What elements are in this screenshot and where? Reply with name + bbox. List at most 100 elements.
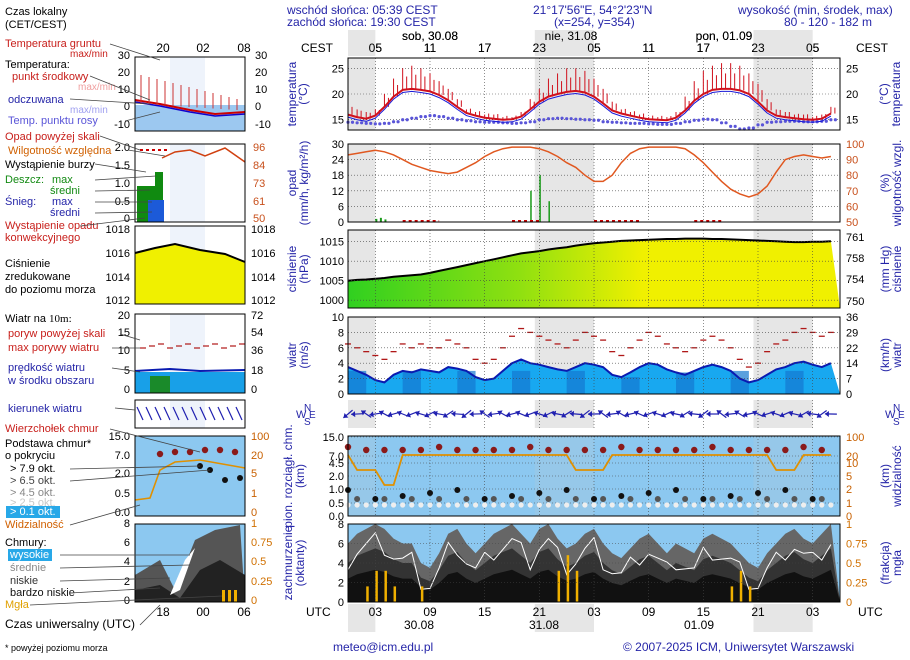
cloud-base-mark bbox=[573, 502, 579, 508]
fog-bar bbox=[575, 570, 579, 602]
fog-bar bbox=[366, 586, 369, 602]
precip-axis-unit: (mm/h, kg/m²/h) bbox=[297, 141, 311, 226]
cloud-top-mark bbox=[672, 446, 680, 454]
dew-point-mark bbox=[391, 120, 396, 124]
compass-e-right: E bbox=[898, 410, 905, 421]
dew-point-mark bbox=[546, 117, 551, 121]
cloud-base-mark bbox=[664, 502, 670, 508]
cloud-base-mark bbox=[582, 502, 588, 508]
wind-arrow-head bbox=[624, 411, 630, 418]
dew-point-mark bbox=[455, 118, 459, 122]
wind-arrow-head bbox=[569, 410, 575, 417]
cloud-top-mark bbox=[599, 446, 607, 454]
cloud-base-mark bbox=[527, 502, 533, 508]
dew-point-mark bbox=[355, 121, 359, 125]
wind-arrow-head bbox=[379, 410, 385, 416]
legend-snow-max: max bbox=[52, 196, 73, 208]
cest-hour-tick: 11 bbox=[424, 41, 437, 55]
cloud-base-mark bbox=[591, 502, 597, 508]
legend-snow-bar bbox=[148, 200, 164, 222]
legend-dir-arrow bbox=[136, 406, 144, 421]
wind-arrow-head bbox=[652, 410, 657, 417]
dew-point-mark bbox=[442, 115, 446, 119]
cest-hour: 23 bbox=[533, 41, 547, 55]
dew-point-mark bbox=[660, 122, 664, 126]
wind-kmh-tick: 0 bbox=[846, 389, 852, 401]
utc-hour: 09 bbox=[423, 605, 437, 619]
cloud-base-mark bbox=[791, 496, 798, 502]
dew-point-mark bbox=[628, 121, 633, 125]
dew-point-mark bbox=[615, 120, 619, 124]
cloud-base-mark bbox=[709, 502, 716, 508]
pressure-tick-left: 1000 bbox=[320, 295, 344, 307]
fog-bar bbox=[384, 570, 387, 602]
dew-point-mark bbox=[683, 120, 687, 124]
dew-point-mark bbox=[464, 119, 469, 123]
wind-block bbox=[785, 370, 804, 394]
legend-temp-tick-right: 20 bbox=[255, 67, 267, 79]
legend-temp-ground-sub: max/min bbox=[70, 49, 108, 60]
dew-point-mark bbox=[387, 121, 391, 125]
dew-point-mark bbox=[405, 118, 409, 122]
cloud-base-mark bbox=[409, 502, 415, 508]
footer-email[interactable]: meteo@icm.edu.pl bbox=[333, 640, 434, 654]
cloud-base-mark bbox=[536, 502, 542, 508]
temp-tick-right: 20 bbox=[846, 89, 858, 101]
compass-w-right: W bbox=[885, 409, 896, 421]
legend-cloud-base2: o pokryciu bbox=[5, 450, 56, 462]
legend-panel-frame bbox=[134, 225, 246, 305]
dew-point-mark bbox=[373, 122, 377, 126]
dew-point-mark bbox=[437, 115, 441, 119]
legend-humidity-tick: 96 bbox=[253, 142, 265, 154]
cloud-top-mark bbox=[508, 446, 516, 454]
wind-arrow-head bbox=[743, 411, 748, 418]
wind-arrow-head bbox=[524, 411, 530, 418]
dew-point-mark bbox=[665, 122, 669, 126]
dew-point-mark bbox=[706, 117, 710, 121]
wind-arrow-head bbox=[706, 411, 711, 417]
dew-point-mark bbox=[578, 117, 582, 121]
legend-temp-tick-right: -10 bbox=[255, 119, 271, 131]
pressure-line bbox=[347, 237, 831, 282]
cloud-base-mark bbox=[564, 502, 570, 508]
cloud-base-mark bbox=[700, 496, 707, 502]
wind-arrow bbox=[461, 409, 472, 419]
cloud-base-mark bbox=[408, 496, 415, 502]
night-band-header bbox=[348, 30, 376, 56]
legend-humidity-tick: 73 bbox=[253, 178, 265, 190]
wind-arrow-head bbox=[598, 410, 604, 416]
legend-dir-arrow bbox=[208, 406, 216, 421]
wind-arrow bbox=[824, 410, 837, 417]
legend-wind-tick: 5 bbox=[124, 365, 130, 377]
cloud-base-mark bbox=[463, 496, 470, 502]
dew-point-mark bbox=[542, 118, 546, 122]
dew-point-mark bbox=[688, 120, 692, 124]
dew-point-mark bbox=[765, 120, 769, 124]
wind-block bbox=[512, 370, 531, 394]
wind-arrow bbox=[688, 410, 701, 417]
wind-arrow bbox=[679, 410, 691, 418]
legend-rain-max: max bbox=[52, 174, 73, 186]
legend-wind-height: 10m: bbox=[49, 313, 72, 325]
pressure-tick-left: 1010 bbox=[320, 256, 344, 268]
legend-fog-bar bbox=[234, 590, 237, 602]
dew-point-mark bbox=[364, 121, 368, 125]
legend-dir-arrow bbox=[235, 406, 243, 421]
legend-pressure-tick: 1016 bbox=[106, 248, 130, 260]
cloud-base-mark bbox=[782, 502, 788, 508]
wind-arrow-head bbox=[543, 412, 548, 418]
cloud-base-mark bbox=[491, 502, 497, 508]
wind-arrow bbox=[806, 410, 819, 417]
legend-pressure-tick: 1012 bbox=[106, 295, 130, 307]
cloud-base-mark bbox=[709, 496, 716, 502]
legend-visibility-tick: 0 bbox=[251, 507, 257, 519]
pressure-axis-title-right: ciśnienie bbox=[890, 245, 904, 292]
cloud-top-mark bbox=[654, 446, 661, 454]
wind-arrow bbox=[724, 411, 737, 418]
temp-axis-title: temperatura bbox=[285, 61, 299, 126]
dew-point-mark bbox=[551, 117, 555, 121]
fog-bar bbox=[748, 586, 752, 602]
precip-tick-left: 30 bbox=[332, 139, 344, 151]
legend-cloud-tick: 0.5 bbox=[115, 488, 130, 500]
cloud-top-mark bbox=[363, 446, 370, 454]
